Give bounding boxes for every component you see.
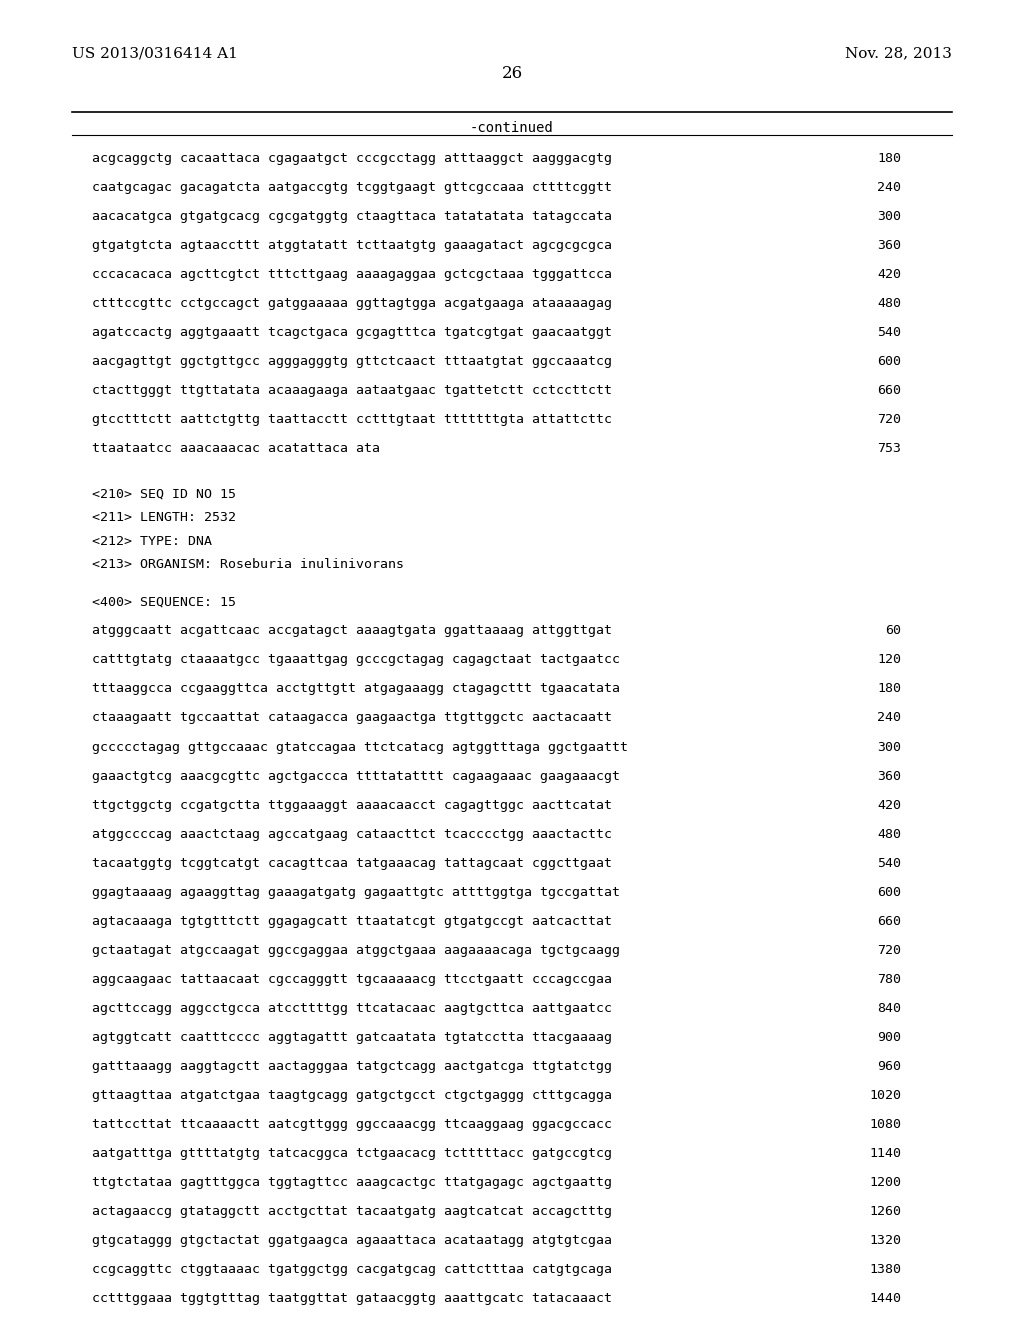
Text: 600: 600 bbox=[878, 355, 901, 368]
Text: aacgagttgt ggctgttgcc agggagggtg gttctcaact tttaatgtat ggccaaatcg: aacgagttgt ggctgttgcc agggagggtg gttctca… bbox=[92, 355, 612, 368]
Text: 360: 360 bbox=[878, 770, 901, 783]
Text: 26: 26 bbox=[502, 65, 522, 82]
Text: cccacacaca agcttcgtct tttcttgaag aaaagaggaa gctcgctaaa tgggattcca: cccacacaca agcttcgtct tttcttgaag aaaagag… bbox=[92, 268, 612, 281]
Text: 480: 480 bbox=[878, 828, 901, 841]
Text: 540: 540 bbox=[878, 857, 901, 870]
Text: 420: 420 bbox=[878, 268, 901, 281]
Text: 240: 240 bbox=[878, 181, 901, 194]
Text: aggcaagaac tattaacaat cgccagggtt tgcaaaaacg ttcctgaatt cccagccgaa: aggcaagaac tattaacaat cgccagggtt tgcaaaa… bbox=[92, 973, 612, 986]
Text: <210> SEQ ID NO 15: <210> SEQ ID NO 15 bbox=[92, 487, 237, 500]
Text: <212> TYPE: DNA: <212> TYPE: DNA bbox=[92, 535, 212, 548]
Text: gttaagttaa atgatctgaa taagtgcagg gatgctgcct ctgctgaggg ctttgcagga: gttaagttaa atgatctgaa taagtgcagg gatgctg… bbox=[92, 1089, 612, 1102]
Text: 720: 720 bbox=[878, 944, 901, 957]
Text: 300: 300 bbox=[878, 741, 901, 754]
Text: ctaaagaatt tgccaattat cataagacca gaagaactga ttgttggctc aactacaatt: ctaaagaatt tgccaattat cataagacca gaagaac… bbox=[92, 711, 612, 725]
Text: 660: 660 bbox=[878, 384, 901, 397]
Text: actagaaccg gtataggctt acctgcttat tacaatgatg aagtcatcat accagctttg: actagaaccg gtataggctt acctgcttat tacaatg… bbox=[92, 1205, 612, 1218]
Text: <400> SEQUENCE: 15: <400> SEQUENCE: 15 bbox=[92, 595, 237, 609]
Text: gctaatagat atgccaagat ggccgaggaa atggctgaaa aagaaaacaga tgctgcaagg: gctaatagat atgccaagat ggccgaggaa atggctg… bbox=[92, 944, 621, 957]
Text: agcttccagg aggcctgcca atccttttgg ttcatacaac aagtgcttca aattgaatcc: agcttccagg aggcctgcca atccttttgg ttcatac… bbox=[92, 1002, 612, 1015]
Text: 1440: 1440 bbox=[869, 1292, 901, 1305]
Text: gccccctagag gttgccaaac gtatccagaa ttctcatacg agtggtttaga ggctgaattt: gccccctagag gttgccaaac gtatccagaa ttctca… bbox=[92, 741, 628, 754]
Text: 420: 420 bbox=[878, 799, 901, 812]
Text: gatttaaagg aaggtagctt aactagggaa tatgctcagg aactgatcga ttgtatctgg: gatttaaagg aaggtagctt aactagggaa tatgctc… bbox=[92, 1060, 612, 1073]
Text: acgcaggctg cacaattaca cgagaatgct cccgcctagg atttaaggct aagggacgtg: acgcaggctg cacaattaca cgagaatgct cccgcct… bbox=[92, 152, 612, 165]
Text: ttgtctataa gagtttggca tggtagttcc aaagcactgc ttatgagagc agctgaattg: ttgtctataa gagtttggca tggtagttcc aaagcac… bbox=[92, 1176, 612, 1189]
Text: agtacaaaga tgtgtttctt ggagagcatt ttaatatcgt gtgatgccgt aatcacttat: agtacaaaga tgtgtttctt ggagagcatt ttaatat… bbox=[92, 915, 612, 928]
Text: Nov. 28, 2013: Nov. 28, 2013 bbox=[846, 46, 952, 61]
Text: 720: 720 bbox=[878, 413, 901, 426]
Text: tattccttat ttcaaaactt aatcgttggg ggccaaacgg ttcaaggaag ggacgccacc: tattccttat ttcaaaactt aatcgttggg ggccaaa… bbox=[92, 1118, 612, 1131]
Text: 240: 240 bbox=[878, 711, 901, 725]
Text: 780: 780 bbox=[878, 973, 901, 986]
Text: 660: 660 bbox=[878, 915, 901, 928]
Text: 180: 180 bbox=[878, 152, 901, 165]
Text: 1080: 1080 bbox=[869, 1118, 901, 1131]
Text: tttaaggcca ccgaaggttca acctgttgtt atgagaaagg ctagagcttt tgaacatata: tttaaggcca ccgaaggttca acctgttgtt atgaga… bbox=[92, 682, 621, 696]
Text: ggagtaaaag agaaggttag gaaagatgatg gagaattgtc attttggtga tgccgattat: ggagtaaaag agaaggttag gaaagatgatg gagaat… bbox=[92, 886, 621, 899]
Text: catttgtatg ctaaaatgcc tgaaattgag gcccgctagag cagagctaat tactgaatcc: catttgtatg ctaaaatgcc tgaaattgag gcccgct… bbox=[92, 653, 621, 667]
Text: 1020: 1020 bbox=[869, 1089, 901, 1102]
Text: aatgatttga gttttatgtg tatcacggca tctgaacacg tctttttacc gatgccgtcg: aatgatttga gttttatgtg tatcacggca tctgaac… bbox=[92, 1147, 612, 1160]
Text: -continued: -continued bbox=[470, 121, 554, 136]
Text: 753: 753 bbox=[878, 442, 901, 455]
Text: US 2013/0316414 A1: US 2013/0316414 A1 bbox=[72, 46, 238, 61]
Text: 600: 600 bbox=[878, 886, 901, 899]
Text: 300: 300 bbox=[878, 210, 901, 223]
Text: gtgatgtcta agtaaccttt atggtatatt tcttaatgtg gaaagatact agcgcgcgca: gtgatgtcta agtaaccttt atggtatatt tcttaat… bbox=[92, 239, 612, 252]
Text: 540: 540 bbox=[878, 326, 901, 339]
Text: 1140: 1140 bbox=[869, 1147, 901, 1160]
Text: atgggcaatt acgattcaac accgatagct aaaagtgata ggattaaaag attggttgat: atgggcaatt acgattcaac accgatagct aaaagtg… bbox=[92, 624, 612, 638]
Text: 120: 120 bbox=[878, 653, 901, 667]
Text: 840: 840 bbox=[878, 1002, 901, 1015]
Text: gtcctttctt aattctgttg taattacctt cctttgtaat tttttttgta attattcttc: gtcctttctt aattctgttg taattacctt cctttgt… bbox=[92, 413, 612, 426]
Text: 1380: 1380 bbox=[869, 1263, 901, 1276]
Text: agatccactg aggtgaaatt tcagctgaca gcgagtttca tgatcgtgat gaacaatggt: agatccactg aggtgaaatt tcagctgaca gcgagtt… bbox=[92, 326, 612, 339]
Text: 1320: 1320 bbox=[869, 1234, 901, 1247]
Text: 60: 60 bbox=[885, 624, 901, 638]
Text: 1200: 1200 bbox=[869, 1176, 901, 1189]
Text: 960: 960 bbox=[878, 1060, 901, 1073]
Text: ttgctggctg ccgatgctta ttggaaaggt aaaacaacct cagagttggc aacttcatat: ttgctggctg ccgatgctta ttggaaaggt aaaacaa… bbox=[92, 799, 612, 812]
Text: gaaactgtcg aaacgcgttc agctgaccca ttttatatttt cagaagaaac gaagaaacgt: gaaactgtcg aaacgcgttc agctgaccca ttttata… bbox=[92, 770, 621, 783]
Text: 360: 360 bbox=[878, 239, 901, 252]
Text: agtggtcatt caatttcccc aggtagattt gatcaatata tgtatcctta ttacgaaaag: agtggtcatt caatttcccc aggtagattt gatcaat… bbox=[92, 1031, 612, 1044]
Text: 1260: 1260 bbox=[869, 1205, 901, 1218]
Text: 180: 180 bbox=[878, 682, 901, 696]
Text: atggccccag aaactctaag agccatgaag cataacttct tcacccctgg aaactacttc: atggccccag aaactctaag agccatgaag cataact… bbox=[92, 828, 612, 841]
Text: tacaatggtg tcggtcatgt cacagttcaa tatgaaacag tattagcaat cggcttgaat: tacaatggtg tcggtcatgt cacagttcaa tatgaaa… bbox=[92, 857, 612, 870]
Text: cctttggaaa tggtgtttag taatggttat gataacggtg aaattgcatc tatacaaact: cctttggaaa tggtgtttag taatggttat gataacg… bbox=[92, 1292, 612, 1305]
Text: aacacatgca gtgatgcacg cgcgatggtg ctaagttaca tatatatata tatagccata: aacacatgca gtgatgcacg cgcgatggtg ctaagtt… bbox=[92, 210, 612, 223]
Text: <213> ORGANISM: Roseburia inulinivorans: <213> ORGANISM: Roseburia inulinivorans bbox=[92, 558, 404, 572]
Text: ttaataatcc aaacaaacac acatattaca ata: ttaataatcc aaacaaacac acatattaca ata bbox=[92, 442, 380, 455]
Text: 480: 480 bbox=[878, 297, 901, 310]
Text: ctacttgggt ttgttatata acaaagaaga aataatgaac tgattetctt cctccttctt: ctacttgggt ttgttatata acaaagaaga aataatg… bbox=[92, 384, 612, 397]
Text: caatgcagac gacagatcta aatgaccgtg tcggtgaagt gttcgccaaa cttttcggtt: caatgcagac gacagatcta aatgaccgtg tcggtga… bbox=[92, 181, 612, 194]
Text: 900: 900 bbox=[878, 1031, 901, 1044]
Text: gtgcataggg gtgctactat ggatgaagca agaaattaca acataatagg atgtgtcgaa: gtgcataggg gtgctactat ggatgaagca agaaatt… bbox=[92, 1234, 612, 1247]
Text: ctttccgttc cctgccagct gatggaaaaa ggttagtgga acgatgaaga ataaaaagag: ctttccgttc cctgccagct gatggaaaaa ggttagt… bbox=[92, 297, 612, 310]
Text: <211> LENGTH: 2532: <211> LENGTH: 2532 bbox=[92, 511, 237, 524]
Text: ccgcaggttc ctggtaaaac tgatggctgg cacgatgcag cattctttaa catgtgcaga: ccgcaggttc ctggtaaaac tgatggctgg cacgatg… bbox=[92, 1263, 612, 1276]
